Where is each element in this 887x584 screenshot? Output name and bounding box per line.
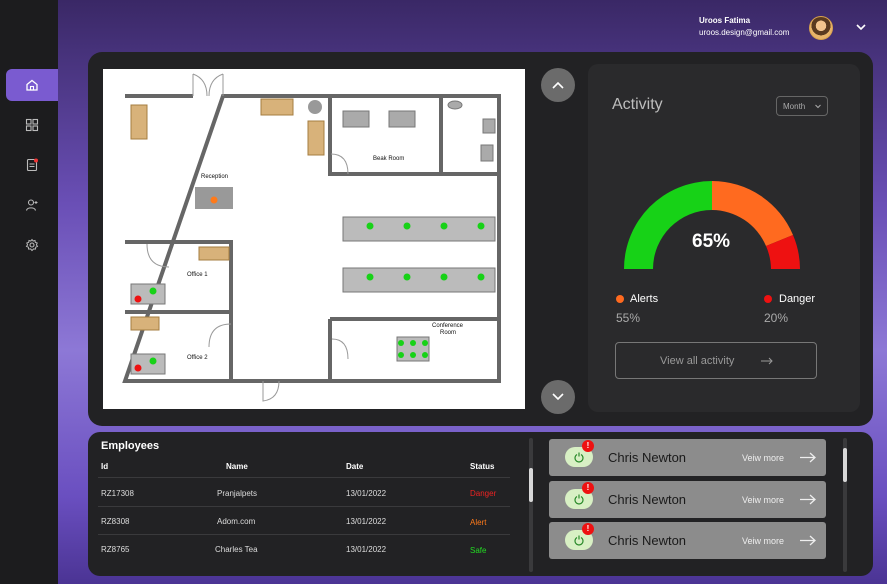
employees-card: Employees Id Name Date Status RZ17308 Pr… bbox=[88, 432, 873, 576]
power-icon bbox=[574, 452, 584, 463]
divider bbox=[98, 477, 510, 478]
period-select-value: Month bbox=[783, 101, 806, 111]
view-all-activity-button[interactable]: View all activity bbox=[615, 342, 817, 379]
room-label-reception: Reception bbox=[201, 174, 228, 180]
chevron-down-icon bbox=[552, 393, 564, 401]
alert-status-icon bbox=[565, 530, 593, 550]
alerts-legend-label: Alerts bbox=[630, 293, 659, 305]
view-more-link[interactable]: Veiw more bbox=[742, 536, 785, 546]
sidebar-item-reports[interactable] bbox=[6, 149, 58, 181]
activity-card: Activity Month 65% Alerts 55% Danger 20%… bbox=[588, 64, 860, 412]
report-icon bbox=[26, 158, 38, 172]
arrow-right-icon[interactable] bbox=[799, 452, 817, 463]
room-label-office2: Office 2 bbox=[187, 355, 208, 361]
room-label-break-room: Beak Room bbox=[373, 156, 404, 162]
alert-badge: ! bbox=[582, 523, 594, 535]
alert-person-name: Chris Newton bbox=[608, 450, 687, 465]
status-badge: Safe bbox=[470, 546, 487, 555]
column-header-id: Id bbox=[101, 462, 109, 471]
avatar[interactable] bbox=[809, 16, 833, 40]
activity-title: Activity bbox=[612, 96, 663, 113]
alert-status-icon bbox=[565, 447, 593, 467]
room-label-conference: Conference bbox=[432, 323, 464, 329]
view-all-label: View all activity bbox=[660, 354, 735, 367]
cell-name: Pranjalpets bbox=[217, 489, 258, 498]
table-scrollbar[interactable] bbox=[529, 438, 533, 572]
cell-id: RZ8308 bbox=[101, 517, 130, 526]
column-header-name: Name bbox=[226, 462, 248, 471]
employees-title: Employees bbox=[101, 440, 160, 452]
alert-person-name: Chris Newton bbox=[608, 533, 687, 548]
sidebar bbox=[0, 0, 58, 584]
divider bbox=[98, 506, 510, 507]
column-header-date: Date bbox=[346, 462, 364, 471]
column-header-status: Status bbox=[470, 462, 495, 471]
danger-percentage: 20% bbox=[764, 311, 789, 325]
sidebar-item-settings[interactable] bbox=[6, 229, 58, 261]
user-name: Uroos Fatima bbox=[699, 16, 751, 25]
sidebar-item-dashboard[interactable] bbox=[6, 109, 58, 141]
chevron-down-icon[interactable] bbox=[855, 22, 867, 32]
power-icon bbox=[574, 494, 584, 505]
status-badge: Alert bbox=[470, 518, 487, 527]
period-select[interactable]: Month bbox=[776, 96, 828, 116]
cell-id: RZ8765 bbox=[101, 545, 130, 554]
alert-badge: ! bbox=[582, 482, 594, 494]
alerts-scrollbar-thumb[interactable] bbox=[843, 448, 847, 482]
arrow-right-icon bbox=[761, 357, 773, 365]
alerts-legend-dot bbox=[616, 295, 624, 303]
room-label-office1: Office 1 bbox=[187, 272, 208, 278]
chevron-up-icon bbox=[552, 81, 564, 89]
cell-id: RZ17308 bbox=[101, 489, 134, 498]
alert-card[interactable]: ! Chris Newton Veiw more bbox=[549, 522, 826, 559]
danger-legend-label: Danger bbox=[779, 293, 816, 305]
view-more-link[interactable]: Veiw more bbox=[742, 495, 785, 505]
floor-plan: Reception Beak Room Office 1 Office 2 Co… bbox=[103, 69, 525, 409]
alert-card[interactable]: ! Chris Newton Veiw more bbox=[549, 439, 826, 476]
arrow-right-icon[interactable] bbox=[799, 535, 817, 546]
view-more-link[interactable]: Veiw more bbox=[742, 453, 785, 463]
gear-icon bbox=[25, 238, 39, 252]
cell-date: 13/01/2022 bbox=[346, 545, 387, 554]
sidebar-item-users[interactable] bbox=[6, 189, 58, 221]
activity-gauge bbox=[624, 181, 800, 269]
grid-icon bbox=[25, 118, 39, 132]
user-add-icon bbox=[25, 199, 38, 211]
scroll-up-button[interactable] bbox=[541, 68, 575, 102]
room-label-conference-room: Room bbox=[440, 330, 456, 336]
cell-name: Adom.com bbox=[217, 517, 256, 526]
home-icon bbox=[26, 79, 38, 91]
arrow-right-icon[interactable] bbox=[799, 494, 817, 505]
power-icon bbox=[574, 535, 584, 546]
gauge-value: 65% bbox=[692, 231, 731, 252]
alert-badge: ! bbox=[582, 440, 594, 452]
divider bbox=[98, 534, 510, 535]
chevron-down-icon bbox=[815, 104, 821, 109]
status-badge: Danger bbox=[470, 489, 497, 498]
alert-status-icon bbox=[565, 489, 593, 509]
table-scrollbar-thumb[interactable] bbox=[529, 468, 533, 502]
user-email: uroos.design@gmail.com bbox=[699, 28, 790, 37]
scroll-down-button[interactable] bbox=[541, 380, 575, 414]
danger-legend-dot bbox=[764, 295, 772, 303]
cell-date: 13/01/2022 bbox=[346, 517, 387, 526]
alerts-percentage: 55% bbox=[616, 311, 641, 325]
cell-name: Charles Tea bbox=[215, 545, 258, 554]
sidebar-item-home[interactable] bbox=[6, 69, 58, 101]
alert-person-name: Chris Newton bbox=[608, 492, 687, 507]
cell-date: 13/01/2022 bbox=[346, 489, 387, 498]
alert-card[interactable]: ! Chris Newton Veiw more bbox=[549, 481, 826, 518]
alerts-scrollbar[interactable] bbox=[843, 438, 847, 572]
